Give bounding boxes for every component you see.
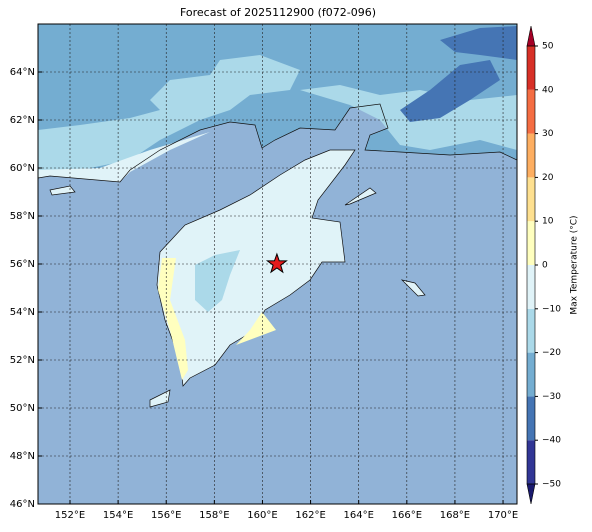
- colorbar-tick-label: 0: [542, 261, 548, 271]
- x-tick-label: 154°E: [103, 510, 133, 521]
- colorbar-tick-label: −30: [542, 392, 561, 402]
- northern-land: [38, 24, 517, 182]
- island: [149, 389, 171, 408]
- island: [400, 279, 426, 297]
- colorbar-extend-high: [526, 25, 536, 47]
- colorbar-segment: [527, 396, 535, 441]
- colorbar-extend-low: [526, 483, 536, 505]
- x-tick-label: 160°E: [247, 510, 277, 521]
- y-tick-label: 46°N: [10, 499, 35, 510]
- location-marker: [265, 252, 288, 274]
- peninsula: [156, 149, 356, 387]
- y-tick-label: 50°N: [10, 403, 35, 414]
- x-tick-label: 162°E: [295, 510, 325, 521]
- colorbar-tick-label: −10: [542, 304, 561, 314]
- y-tick-label: 54°N: [10, 307, 35, 318]
- y-tick-label: 48°N: [10, 451, 35, 462]
- y-tick-label: 52°N: [10, 355, 35, 366]
- island: [344, 187, 377, 206]
- graticule: [38, 24, 517, 504]
- colorbar-tick-label: 10: [542, 217, 554, 227]
- map-area: [38, 24, 517, 504]
- cold-zone: [38, 55, 300, 172]
- x-tick-label: 170°E: [488, 510, 518, 521]
- map-title: Forecast of 2025112900 (f072-096): [180, 6, 376, 19]
- colorbar-tick-label: 50: [542, 42, 554, 52]
- x-tick-label: 158°E: [199, 510, 229, 521]
- colorbar-segment: [527, 221, 535, 265]
- colorbar-tick-label: −50: [542, 480, 561, 490]
- x-tick-label: 156°E: [151, 510, 181, 521]
- y-tick-label: 60°N: [10, 163, 35, 174]
- colorbar-segment: [527, 265, 535, 309]
- colorbar-label: Max Temperature (°C): [570, 215, 580, 314]
- warm-zone: [158, 258, 188, 380]
- x-tick-label: 164°E: [343, 510, 373, 521]
- colorbar-segment: [527, 89, 535, 134]
- colorbar-tick-label: 30: [542, 129, 554, 139]
- island: [49, 185, 76, 196]
- mild-zone: [38, 132, 210, 182]
- colorbar-segment: [527, 46, 535, 90]
- very-cold-zone: [440, 26, 517, 60]
- y-tick-label: 56°N: [10, 259, 35, 270]
- x-tick-label: 152°E: [55, 510, 85, 521]
- colorbar-segment: [527, 133, 535, 178]
- colorbar: −50 −40 −30 −20 −10 0 10 20 30 40 50 Max Temperatur…: [526, 25, 580, 505]
- y-tick-label: 64°N: [10, 67, 35, 78]
- colorbar-segment: [527, 177, 535, 222]
- colorbar-segment: [527, 440, 535, 484]
- colorbar-segment: [527, 308, 535, 353]
- y-tick-label: 58°N: [10, 211, 35, 222]
- colorbar-tick-label: −40: [542, 436, 561, 446]
- colorbar-tick-label: −20: [542, 348, 561, 358]
- x-tick-label: 166°E: [392, 510, 422, 521]
- coastline: [38, 103, 517, 183]
- cold-zone: [195, 250, 240, 312]
- warm-zone: [236, 312, 276, 345]
- colorbar-tick-label: 40: [542, 85, 554, 95]
- colorbar-segment: [527, 352, 535, 397]
- y-tick-label: 62°N: [10, 115, 35, 126]
- x-tick-label: 168°E: [440, 510, 470, 521]
- very-cold-zone: [400, 60, 500, 122]
- colorbar-tick-label: 20: [542, 173, 554, 183]
